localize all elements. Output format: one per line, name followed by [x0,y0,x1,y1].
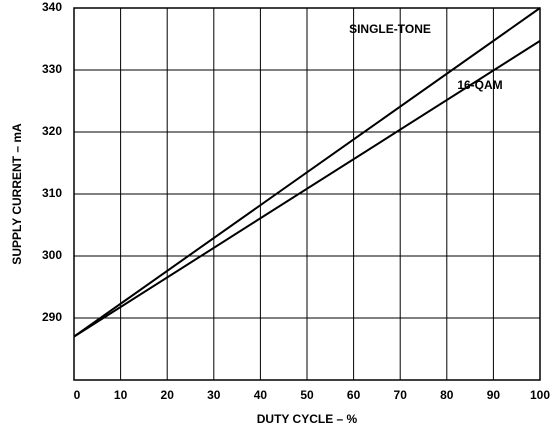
x-tick-label: 30 [207,388,221,402]
y-tick-label: 290 [42,310,62,324]
plot-frame [73,7,541,381]
x-tick-label: 70 [394,388,408,402]
x-tick-label: 10 [114,388,128,402]
x-tick-label: 50 [300,388,314,402]
x-axis-label: DUTY CYCLE – % [257,412,358,426]
series-label: 16-QAM [457,78,502,92]
y-axis-label: SUPPLY CURRENT – mA [10,123,24,265]
y-tick-label: 340 [42,0,62,14]
series-label: SINGLE-TONE [349,22,431,36]
data-line [73,7,541,338]
x-tick-label: 20 [161,388,175,402]
x-tick-label: 100 [530,388,550,402]
x-tick-label: 0 [74,388,81,402]
x-tick-label: 40 [254,388,268,402]
y-tick-label: 310 [42,186,62,200]
y-tick-label: 320 [42,124,62,138]
data-line [73,40,541,338]
x-tick-label: 90 [487,388,501,402]
x-tick-label: 80 [440,388,454,402]
y-tick-label: 300 [42,248,62,262]
x-tick-label: 60 [347,388,361,402]
y-tick-label: 330 [42,62,62,76]
